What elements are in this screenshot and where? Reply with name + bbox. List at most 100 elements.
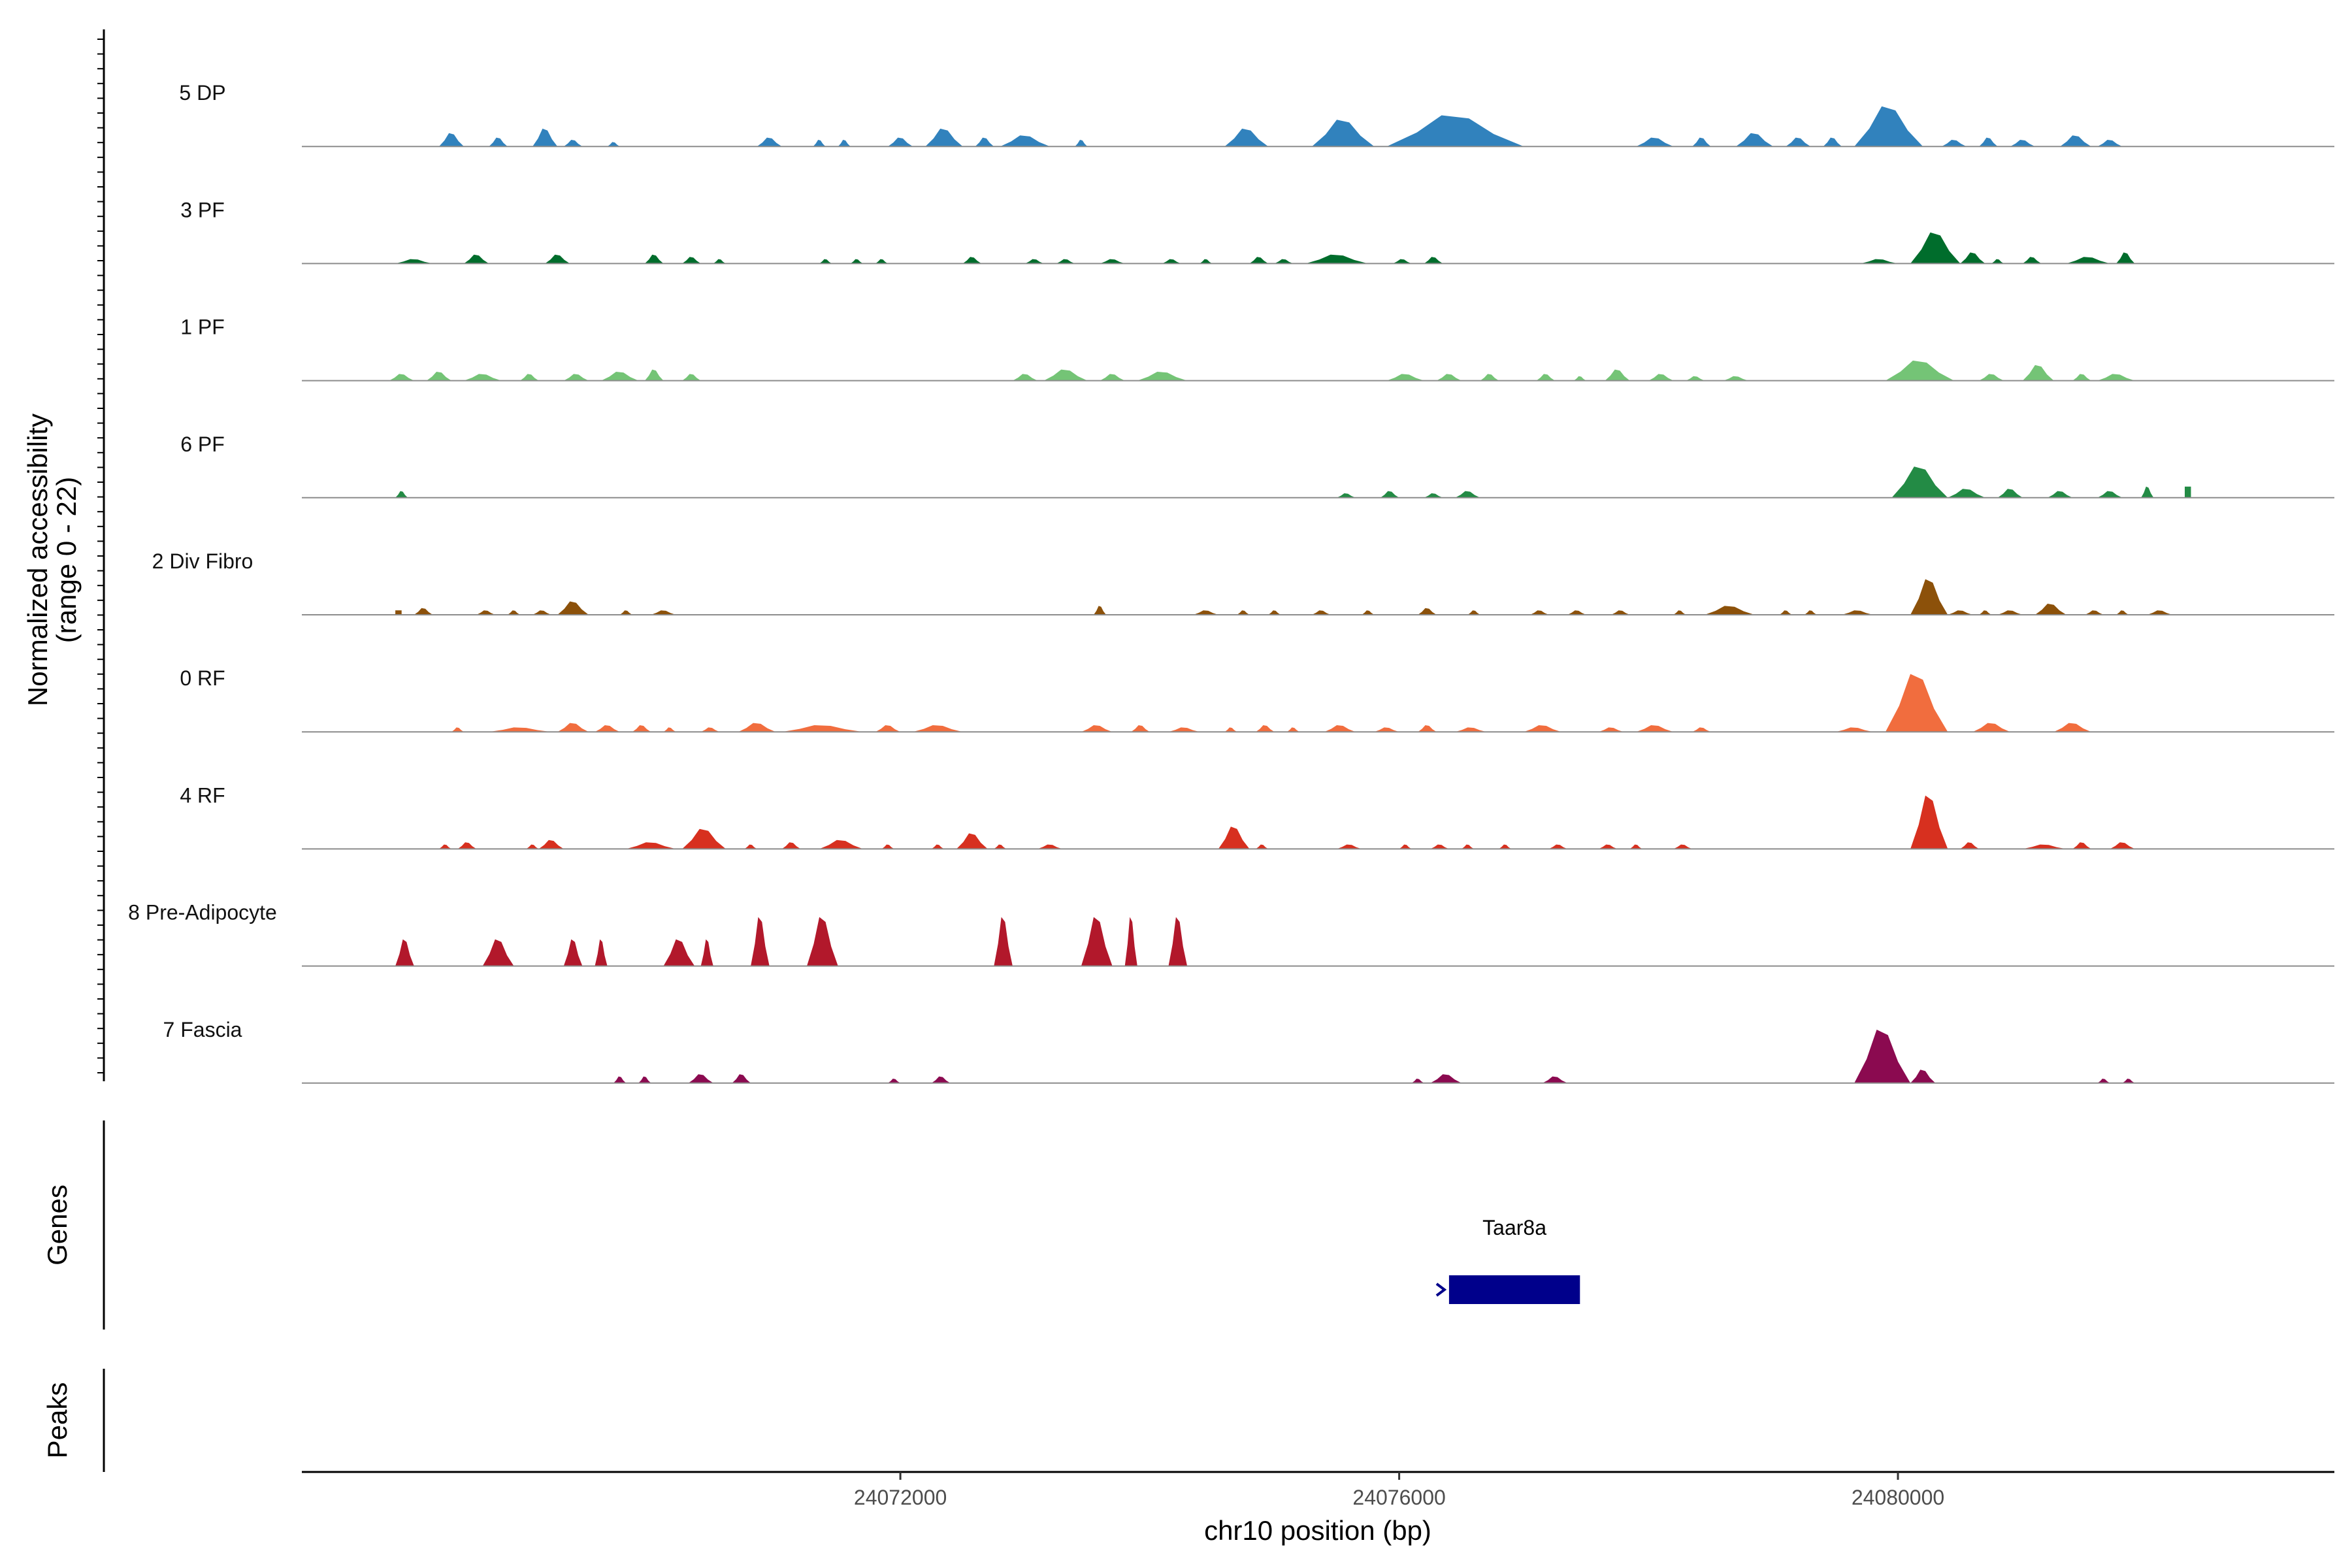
coverage-peak <box>1910 232 1961 264</box>
coverage-peak <box>1910 579 1948 615</box>
coverage-peak <box>644 369 664 381</box>
coverage-peak <box>1224 128 1269 147</box>
coverage-peak <box>1424 493 1443 498</box>
coverage-peak <box>2072 374 2091 381</box>
coverage-peak <box>2085 610 2104 615</box>
coverage-peak <box>2185 486 2191 498</box>
coverage-peak <box>1193 610 1218 615</box>
coverage-peak <box>975 137 994 147</box>
track-8-pre-adipocyte: 8 Pre-Adipocyte <box>128 901 2334 967</box>
coverage-peak <box>738 723 776 732</box>
coverage-peak <box>1043 369 1088 381</box>
coverage-peak <box>1723 376 1748 381</box>
coverage-peak <box>1274 259 1294 264</box>
coverage-peak <box>557 723 589 732</box>
coverage-peak <box>1168 727 1200 732</box>
track-7-fascia: 7 Fascia <box>163 1018 2334 1084</box>
coverage-peak <box>956 833 988 849</box>
coverage-peak <box>2010 140 2035 147</box>
coverage-peak <box>2097 1079 2110 1083</box>
coverage-peak <box>1972 723 2010 732</box>
coverage-peak <box>1636 725 1674 732</box>
x-tick-label: 24076000 <box>1352 1486 1445 1509</box>
coverage-peak <box>2141 486 2154 498</box>
coverage-peak <box>819 840 863 849</box>
coverage-peak <box>1673 610 1686 615</box>
coverage-peak <box>1386 374 1424 381</box>
track-label: 7 Fascia <box>163 1018 242 1041</box>
gene-strand-arrow <box>1435 1282 1447 1297</box>
coverage-peak <box>1081 725 1113 732</box>
coverage-peak <box>1997 610 2023 615</box>
coverage-peak <box>1312 120 1375 147</box>
coverage-peak <box>1312 610 1331 615</box>
coverage-peak <box>663 727 676 732</box>
coverage-peak <box>931 1076 951 1083</box>
coverage-peak <box>395 610 402 615</box>
coverage-peak <box>638 1076 651 1083</box>
coverage-peak <box>1012 374 1038 381</box>
coverage-peak <box>619 610 632 615</box>
coverage-peak <box>507 610 520 615</box>
peaks-panel-title: Peaks <box>42 1382 73 1459</box>
coverage-peak <box>563 140 583 147</box>
track-label: 5 DP <box>179 81 225 105</box>
coverage-peak <box>1462 844 1475 849</box>
coverage-peak <box>1854 106 1923 147</box>
track-label: 3 PF <box>180 198 225 221</box>
coverage-peak <box>2072 842 2091 849</box>
track-1-pf: 1 PF <box>180 316 2334 382</box>
coverage-peak <box>888 1079 901 1083</box>
coverage-peak <box>482 939 514 966</box>
coverage-peak <box>1037 844 1063 849</box>
coverage-peak <box>925 128 963 147</box>
coverage-peak <box>626 842 676 849</box>
track-3-pf: 3 PF <box>180 198 2334 265</box>
coverage-peak <box>1256 844 1269 849</box>
coverage-peak <box>1705 606 1755 615</box>
x-axis-title: chr10 position (bp) <box>1204 1515 1431 1546</box>
coverage-peak <box>850 259 863 264</box>
track-2-div-fibro: 2 Div Fibro <box>152 549 2334 615</box>
coverage-peak <box>2116 610 2129 615</box>
coverage-peak <box>1094 606 1106 615</box>
coverage-peak <box>1256 725 1275 732</box>
coverage-peak <box>601 372 639 381</box>
coverage-peak <box>395 259 433 264</box>
coverage-peak <box>1948 610 1973 615</box>
coverage-peak <box>1842 610 1873 615</box>
coverage-peak <box>520 374 539 381</box>
gene-models: Taar8a <box>1435 1216 1580 1304</box>
coverage-peak <box>1735 133 1774 147</box>
coverage-peak <box>1692 137 1711 147</box>
coverage-peak <box>1598 727 1624 732</box>
coverage-tracks: 5 DP 3 PF 1 PF 6 PF 2 Div Fibro 0 RF 4 RF 8 Pre… <box>128 81 2334 1084</box>
track-label: 6 PF <box>180 433 225 456</box>
track-label: 0 RF <box>180 666 225 690</box>
coverage-peak <box>1835 727 1873 732</box>
coverage-peak <box>395 491 408 498</box>
x-axis-ticks: 24072000 24076000 24080000 <box>854 1472 1944 1509</box>
coverage-peak <box>1162 259 1181 264</box>
coverage-peak <box>1573 376 1586 381</box>
coverage-peak <box>1804 610 1817 615</box>
coverage-peak <box>1124 917 1137 966</box>
coverage-peak <box>1910 795 1948 849</box>
coverage-peak <box>1249 257 1269 264</box>
coverage-peak <box>713 259 726 264</box>
track-0-rf: 0 RF <box>180 666 2334 733</box>
gene-label: Taar8a <box>1482 1216 1546 1239</box>
gene-taar8a: Taar8a <box>1435 1216 1580 1304</box>
coverage-peak <box>1224 727 1237 732</box>
coverage-peak <box>2022 844 2066 849</box>
y-axis-title-line2: (range 0 - 22) <box>51 477 82 643</box>
coverage-peak <box>1430 1074 1462 1083</box>
coverage-peak <box>2022 365 2054 381</box>
coverage-peak <box>700 939 713 966</box>
coverage-peak <box>1536 374 1556 381</box>
coverage-peak <box>819 259 832 264</box>
coverage-peak <box>994 917 1013 966</box>
coverage-peak <box>682 257 701 264</box>
coverage-peak <box>807 917 838 966</box>
coverage-peak <box>595 725 620 732</box>
